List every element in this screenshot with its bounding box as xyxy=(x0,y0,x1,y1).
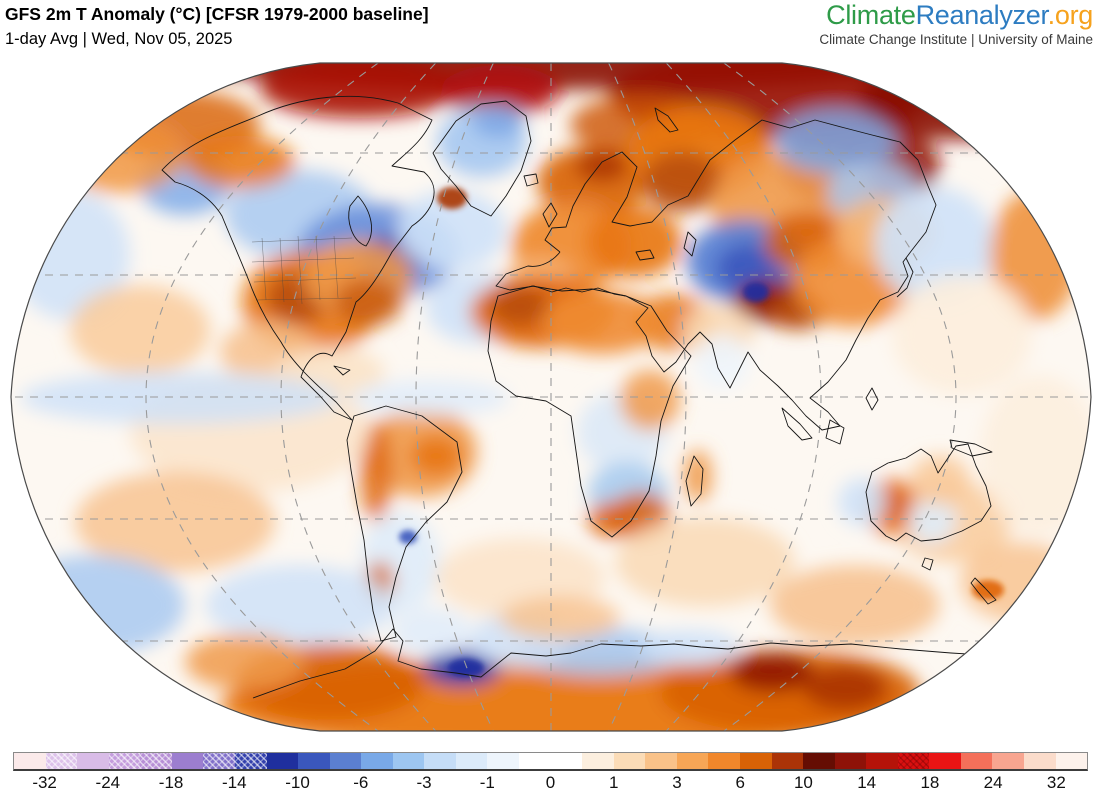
colorbar-label: -14 xyxy=(222,773,247,792)
colorbar-segment xyxy=(803,753,835,769)
colorbar xyxy=(13,752,1088,771)
colorbar-labels: -32 -24 -18 -14 -10 -6 -3 -1 0 1 3 6 10 14 18 24 32 xyxy=(13,773,1088,793)
colorbar-segment xyxy=(171,753,204,769)
colorbar-label: 0 xyxy=(545,773,556,792)
header: GFS 2m T Anomaly (°C) [CFSR 1979-2000 ba… xyxy=(5,3,429,50)
colorbar-label: 14 xyxy=(857,773,877,792)
colorbar-segment xyxy=(108,753,141,769)
site-logo-tagline: Climate Change Institute | University of… xyxy=(819,31,1093,47)
logo-part-org: .org xyxy=(1047,0,1094,30)
colorbar-segment xyxy=(992,753,1024,769)
colorbar-label: -32 xyxy=(32,773,57,792)
anomaly-map xyxy=(10,62,1092,732)
colorbar-segment xyxy=(392,753,425,769)
colorbar-label: -6 xyxy=(353,773,369,792)
colorbar-label: -1 xyxy=(479,773,495,792)
colorbar-segment xyxy=(45,753,78,769)
colorbar-label: 3 xyxy=(672,773,682,792)
page-subtitle: 1-day Avg | Wed, Nov 05, 2025 xyxy=(5,29,233,48)
colorbar-segment xyxy=(866,753,898,769)
colorbar-segment xyxy=(329,753,362,769)
colorbar-segment xyxy=(519,753,583,769)
graticule xyxy=(11,63,1091,731)
colorbar-segment xyxy=(234,753,267,769)
country-borders xyxy=(251,235,357,305)
colorbar-label: -10 xyxy=(285,773,310,792)
colorbar-segment xyxy=(424,753,456,769)
colorbar-label: 18 xyxy=(920,773,940,792)
colorbar-segment xyxy=(613,753,646,769)
colorbar-segment xyxy=(1024,753,1056,769)
colorbar-segment xyxy=(487,753,519,769)
colorbar-segment xyxy=(582,753,614,769)
colorbar-segment xyxy=(771,753,804,769)
colorbar-segment xyxy=(361,753,393,769)
colorbar-segment xyxy=(77,753,109,769)
colorbar-segment xyxy=(1055,753,1088,769)
colorbar-label: 24 xyxy=(983,773,1003,792)
colorbar-label: 1 xyxy=(609,773,619,792)
colorbar-segment xyxy=(203,753,235,769)
colorbar-segment xyxy=(676,753,709,769)
colorbar-segment xyxy=(298,753,330,769)
site-logo[interactable]: ClimateReanalyzer.org Climate Change Ins… xyxy=(819,0,1094,47)
projection-outline xyxy=(10,62,1092,732)
colorbar-segment xyxy=(266,753,299,769)
anomaly-map-container xyxy=(10,62,1092,732)
colorbar-segment xyxy=(14,753,46,769)
colorbar-segment xyxy=(739,753,772,769)
colorbar-segment xyxy=(897,753,930,769)
coastlines xyxy=(161,95,1032,699)
colorbar-label: -18 xyxy=(158,773,184,792)
colorbar-label: 10 xyxy=(793,773,813,792)
colorbar-segment xyxy=(708,753,740,769)
logo-part-reanalyzer: Reanalyzer xyxy=(915,0,1048,30)
colorbar-segment xyxy=(834,753,867,769)
site-logo-wordmark[interactable]: ClimateReanalyzer.org xyxy=(819,0,1094,31)
colorbar-label: 32 xyxy=(1046,773,1066,792)
colorbar-label: -3 xyxy=(416,773,432,792)
colorbar-label: 6 xyxy=(735,773,745,792)
colorbar-segment xyxy=(960,753,993,769)
colorbar-label: -24 xyxy=(95,773,121,792)
colorbar-segment xyxy=(455,753,488,769)
colorbar-segment xyxy=(929,753,961,769)
colorbar-segment xyxy=(645,753,677,769)
logo-part-climate: Climate xyxy=(826,0,916,30)
page-title: GFS 2m T Anomaly (°C) [CFSR 1979-2000 ba… xyxy=(5,4,429,24)
colorbar-segment xyxy=(140,753,172,769)
